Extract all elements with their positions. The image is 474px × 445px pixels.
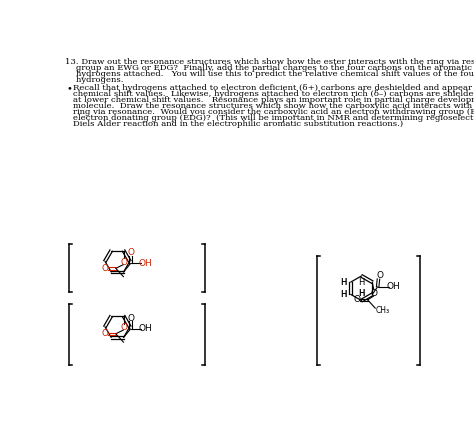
Text: electron donating group (EDG)?  (This will be important in NMR and determining r: electron donating group (EDG)? (This wil… [73,114,474,122]
Text: O: O [376,271,383,280]
Text: H: H [358,279,365,287]
Text: OH: OH [386,282,400,291]
Text: H: H [341,290,347,299]
Text: chemical shift values.  Likewise, hydrogens attached to electron rich (δ–) carbo: chemical shift values. Likewise, hydroge… [73,90,474,98]
Text: O: O [127,314,134,323]
Text: Diels Alder reaction and in the electrophilic aromatic substitution reactions.): Diels Alder reaction and in the electrop… [73,120,403,128]
Text: Recall that hydrogens attached to electron deficient (δ+) carbons are deshielded: Recall that hydrogens attached to electr… [73,84,474,92]
Text: H: H [358,289,365,298]
Text: CH₃: CH₃ [376,306,390,315]
Text: O: O [120,258,127,267]
Text: OH: OH [138,259,152,268]
Text: O: O [353,295,360,304]
Text: group an EWG or EDG?  Finally, add the partial charges to the four carbons on th: group an EWG or EDG? Finally, add the pa… [65,64,474,72]
Text: 13. Draw out the resonance structures which show how the ester interacts with th: 13. Draw out the resonance structures wh… [65,58,474,66]
Text: O: O [101,264,109,273]
Text: molecule.  Draw the resonance structures which show how the carboxylic acid inte: molecule. Draw the resonance structures … [73,102,474,110]
Text: hydrogens attached.   You will use this to predict the relative chemical shift v: hydrogens attached. You will use this to… [65,70,474,78]
Text: O: O [370,289,377,298]
Text: hydrogens.: hydrogens. [65,76,124,84]
Text: at lower chemical shift values.   Resonance plays an important role in partial c: at lower chemical shift values. Resonanc… [73,96,474,104]
Text: OH: OH [138,324,152,333]
Text: O: O [120,323,127,332]
Text: •: • [67,84,73,93]
Text: O: O [127,248,134,257]
Text: H: H [358,289,365,298]
Text: H: H [341,278,347,287]
Text: ring via resonance.  Would you consider the carboxylic acid an electron withdraw: ring via resonance. Would you consider t… [73,108,474,116]
Text: H: H [341,290,347,299]
Text: H: H [341,278,347,287]
Text: O: O [101,329,109,338]
